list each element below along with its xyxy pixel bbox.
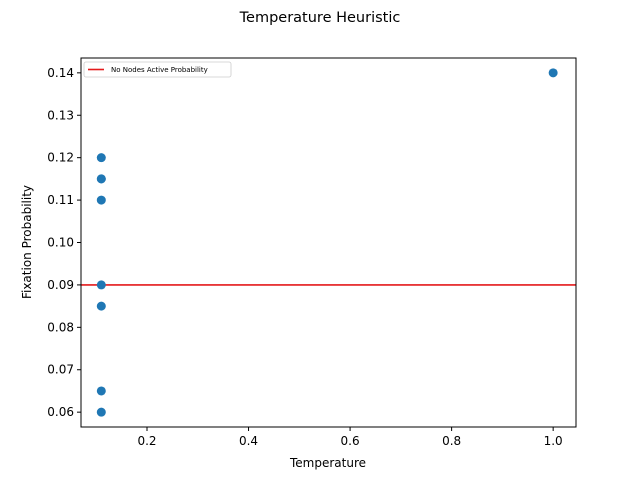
scatter-point — [96, 301, 106, 311]
scatter-point — [96, 386, 106, 396]
y-tick-label: 0.12 — [47, 151, 74, 165]
chart-marks — [81, 68, 576, 417]
y-tick-label: 0.06 — [47, 405, 74, 419]
plot-frame — [80, 57, 577, 428]
x-tick-label: 0.2 — [137, 434, 156, 448]
x-tick-label: 0.8 — [442, 434, 461, 448]
y-tick-label: 0.11 — [47, 193, 74, 207]
scatter-point — [96, 407, 106, 417]
legend-label: No Nodes Active Probability — [111, 66, 208, 74]
scatter-point — [96, 174, 106, 184]
legend: No Nodes Active Probability — [83, 61, 232, 78]
scatter-point — [548, 68, 558, 78]
x-axis: 0.2 0.4 0.6 0.8 1.0 — [137, 427, 563, 448]
x-tick-label: 0.4 — [239, 434, 258, 448]
scatter-point — [96, 153, 106, 163]
y-tick-label: 0.07 — [47, 363, 74, 377]
y-axis-title: Fixation Probability — [20, 185, 34, 299]
y-tick-label: 0.09 — [47, 278, 74, 292]
x-tick-label: 0.6 — [341, 434, 360, 448]
y-axis: 0.06 0.07 0.08 0.09 0.10 0.11 0.12 0.13 0.14 — [47, 66, 81, 419]
y-tick-label: 0.10 — [47, 236, 74, 250]
x-axis-title: Temperature — [289, 456, 366, 470]
legend-box — [83, 61, 232, 78]
chart-title: Temperature Heuristic — [239, 10, 401, 26]
scatter-point — [96, 280, 106, 290]
y-tick-label: 0.14 — [47, 66, 74, 80]
x-tick-label: 1.0 — [544, 434, 563, 448]
y-tick-label: 0.08 — [47, 320, 74, 334]
y-tick-label: 0.13 — [47, 108, 74, 122]
scatter-point — [96, 195, 106, 205]
